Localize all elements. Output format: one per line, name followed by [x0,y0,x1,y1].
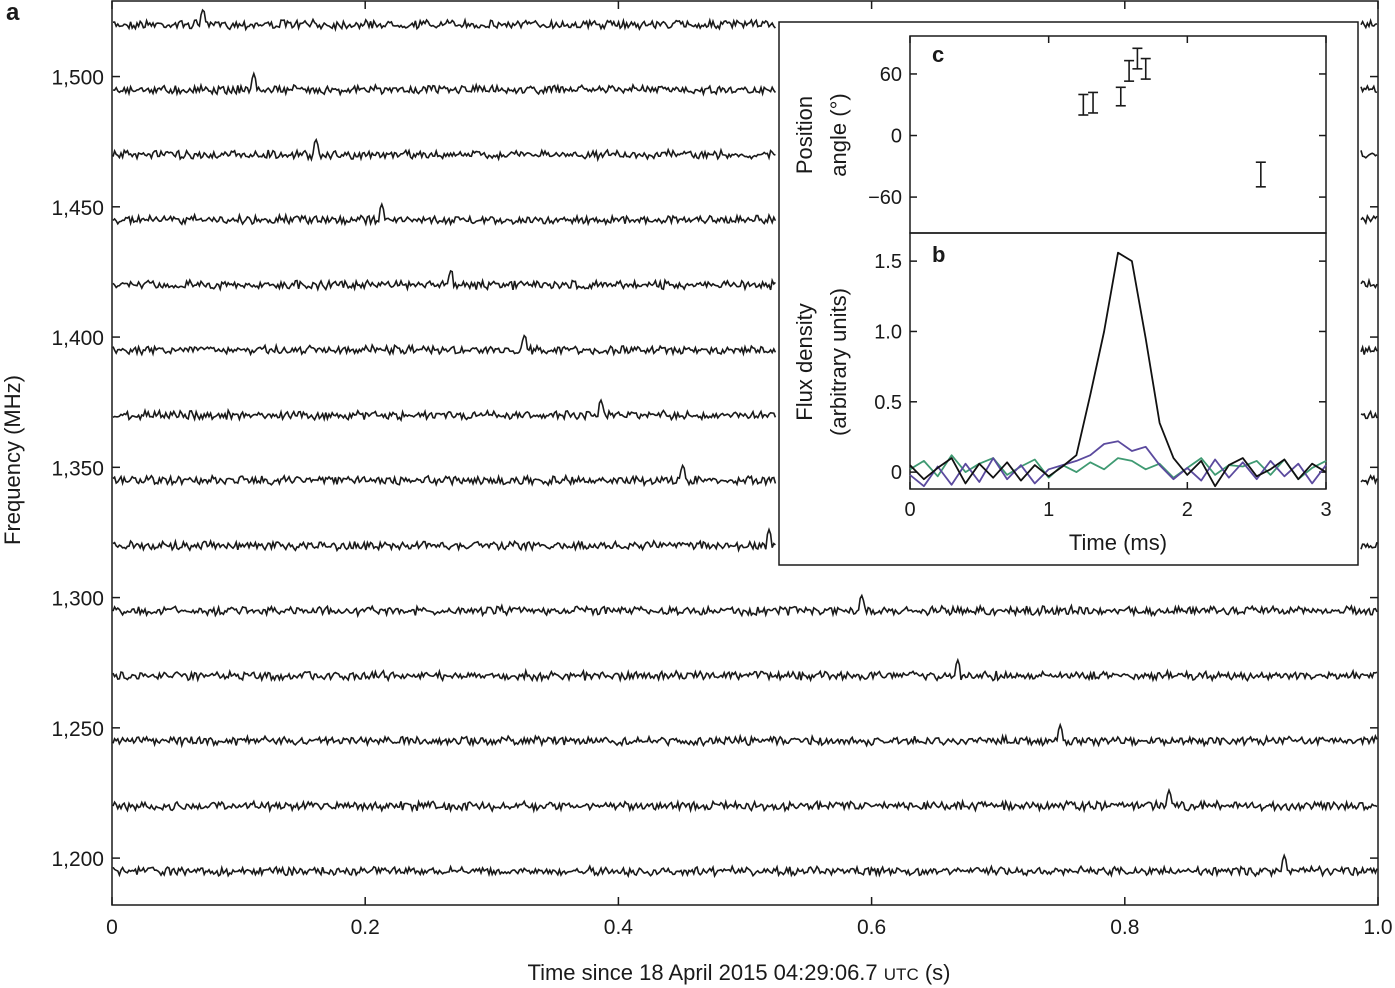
panel-a-ytick-label: 1,400 [51,327,104,350]
frequency-trace-6 [112,334,1378,357]
frequency-trace-5 [112,269,1378,292]
frequency-trace-11 [112,657,1378,683]
panel-a-frame [111,0,1379,906]
frequency-trace-7 [112,398,1378,423]
panel-a-axes: 0 0.2 0.4 0.6 0.8 1.0 1,200 1,250 1,300 1,350 1,40… [51,1,1393,939]
panel-b-ytick-label: 0 [891,462,902,484]
panel-b-ylabel-line1: Flux density [792,303,817,420]
flux-series-series_total [909,251,1327,488]
panel-b-frame [909,232,1327,490]
frequency-trace-9 [112,527,1378,553]
panel-a-ytick-label: 1,300 [51,588,104,611]
frequency-trace-13 [112,787,1378,814]
panel-c-ylabel-line2: angle (°) [826,93,851,176]
panel-b-xtick-label: 3 [1320,499,1331,521]
position-angle-point [1255,161,1266,188]
panel-b-ytick-label: 0.5 [874,392,902,414]
panel-b-ytick-label: 1.5 [874,251,902,273]
frequency-trace-4 [112,202,1378,227]
panel-a-xlabel-unit: (s) [925,960,951,985]
position-angle-point [1115,86,1126,107]
flux-series-series_purple [909,440,1327,488]
panel-a-xtick-label: 0.8 [1110,916,1139,939]
frequency-trace-1 [112,8,1378,33]
position-angle-point [1132,47,1143,70]
panel-a-ytick-label: 1,350 [51,457,104,480]
panel-a-traces [112,8,1378,879]
panel-label-c: c [932,42,944,67]
panel-a-xtick-label: 1.0 [1363,916,1392,939]
panel-a-ylabel: Frequency (MHz) [0,375,25,545]
frequency-trace-2 [112,71,1378,97]
panel-a-ytick-label: 1,200 [51,848,104,871]
panel-a-xtick-label: 0.2 [351,916,380,939]
panel-c-ylabel-line1: Position [792,96,817,174]
frequency-trace-14 [112,853,1378,879]
panel-label-a: a [6,0,20,26]
panel-a-xtick-label: 0 [106,916,118,939]
position-angle-point [1140,57,1151,80]
panel-a-xtick-label: 0.4 [604,916,634,939]
panel-label-b: b [932,242,945,267]
panel-b-xlabel: Time (ms) [1069,530,1167,555]
panel-a-xlabel-main: Time since 18 April 2015 04:29:06.7 [527,960,877,985]
panel-c-plot: 60 0 −60 c Position angle (°) [792,35,1327,234]
panel-a-xtick-label: 0.6 [857,916,886,939]
panel-b-xtick-label: 1 [1043,499,1054,521]
panel-b-plot: 0 0.5 1.0 1.5 0 1 2 3 b Flux density (arbitrary… [792,232,1332,555]
position-angle-point [1078,93,1089,116]
frequency-trace-3 [112,137,1378,163]
panel-c-ytick-label: 60 [880,64,902,86]
panel-a-ytick-label: 1,450 [51,197,104,220]
panel-c-ytick-label: −60 [868,187,902,209]
panel-a-ytick-label: 1,500 [51,67,104,90]
panel-a-xlabel-utc: UTC [884,965,919,984]
panel-b-ylabel-line2: (arbitrary units) [826,288,851,436]
inset-background [778,21,1359,566]
panel-c-marks: 60 0 −60 [868,36,1327,209]
panel-b-marks: 0 0.5 1.0 1.5 0 1 2 3 [874,251,1331,521]
position-angle-point [1088,91,1099,114]
frequency-trace-8 [112,463,1378,488]
panel-a-ytick-label: 1,250 [51,718,104,741]
inset-panel: 60 0 −60 c Position angle (°) 0 0.5 1.0 1.5 0 1… [778,21,1359,566]
panel-b-ytick-label: 1.0 [874,321,902,343]
panel-c-ytick-label: 0 [891,126,902,148]
panel-a-xlabel: Time since 18 April 2015 04:29:06.7 UTC … [527,960,950,985]
panel-b-xtick-label: 0 [904,499,915,521]
frequency-trace-12 [112,722,1378,749]
position-angle-point [1124,59,1135,82]
frequency-trace-10 [112,593,1378,619]
panel-b-xtick-label: 2 [1182,499,1193,521]
